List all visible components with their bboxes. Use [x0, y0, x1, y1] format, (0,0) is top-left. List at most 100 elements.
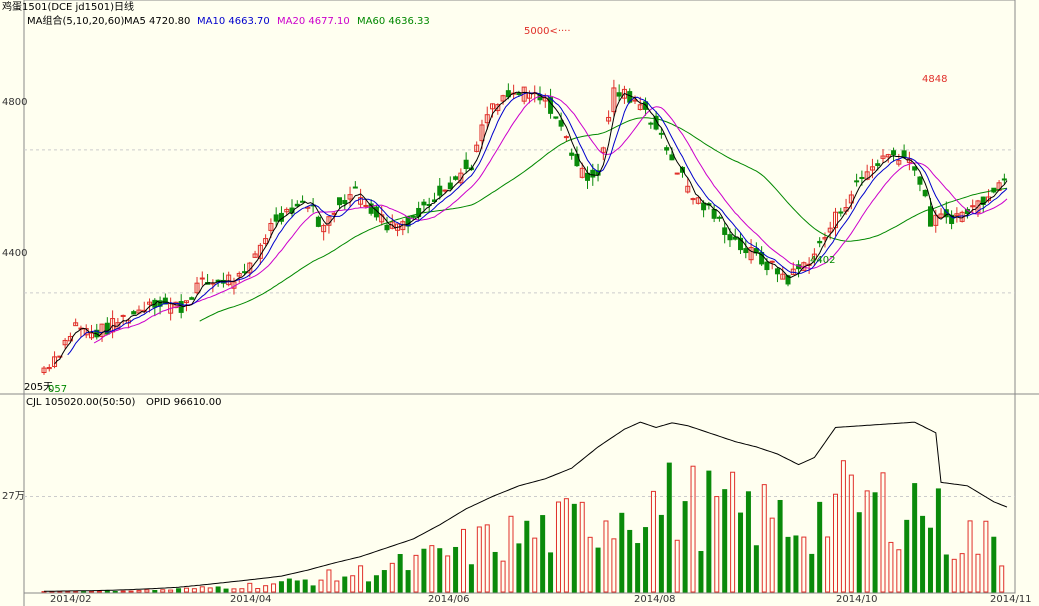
candle-body	[46, 367, 52, 370]
candle-body	[637, 104, 643, 110]
ma60-line	[199, 117, 1008, 322]
volume-bar	[191, 588, 197, 593]
volume-bar	[453, 546, 459, 593]
volume-bar	[223, 588, 229, 593]
candle-body	[189, 297, 195, 300]
ma10-legend: MA10 4663.70	[197, 16, 270, 27]
volume-bar	[508, 515, 514, 593]
candle-body	[838, 211, 844, 214]
candle-body	[727, 234, 733, 241]
candle-body	[73, 322, 79, 327]
volume-bar	[255, 588, 261, 593]
volume-bar	[769, 517, 775, 593]
candle-body	[859, 176, 865, 179]
volume-bar	[381, 570, 387, 593]
candle-body	[273, 214, 279, 222]
volume-bar	[112, 590, 118, 593]
volume-bar	[674, 539, 680, 593]
volume-bar	[429, 545, 435, 593]
volume-bar	[967, 520, 973, 593]
candle-body	[811, 253, 817, 260]
candle-body	[980, 196, 986, 205]
candle-body	[505, 90, 511, 98]
candle-body	[854, 180, 860, 183]
volume-bar	[334, 580, 340, 593]
candle-body	[199, 277, 205, 280]
grid-lines	[24, 149, 1015, 497]
volume-bar	[619, 512, 625, 593]
volume-bar	[999, 565, 1005, 593]
candle-body	[242, 271, 248, 274]
candle-body	[880, 155, 886, 159]
candle-body	[516, 92, 522, 95]
y-tick-4800: 4800	[2, 97, 28, 108]
volume-bar	[555, 501, 561, 593]
volume-bar	[690, 465, 696, 593]
volume-bar	[294, 580, 300, 593]
candle-body	[363, 204, 369, 207]
candle-body	[869, 166, 875, 171]
volume-bar	[247, 582, 253, 593]
volume-bar	[888, 541, 894, 593]
volume-bar	[215, 586, 221, 593]
volume-bar	[263, 585, 269, 593]
volume-bar	[880, 472, 886, 593]
candle-body	[294, 203, 300, 207]
volume-bar	[231, 588, 237, 593]
candle-body	[521, 86, 527, 102]
volume-bar	[975, 553, 981, 593]
volume-bar	[413, 554, 419, 593]
candle-body	[743, 248, 749, 254]
volume-bar	[627, 529, 633, 593]
volume-bar	[271, 583, 277, 593]
volume-bar	[460, 528, 466, 593]
candle-body	[368, 203, 374, 214]
volume-bar	[611, 538, 617, 593]
candle-body	[600, 147, 606, 153]
volume-bar	[753, 545, 759, 593]
candle-body	[400, 221, 406, 231]
volume-bar	[207, 587, 213, 593]
volume-bar	[730, 471, 736, 593]
candle-body	[722, 227, 728, 235]
local-high-label: 4848	[922, 74, 948, 85]
volume-bar	[405, 570, 411, 593]
instrument-title: 鸡蛋1501(DCE jd1501)日线	[2, 2, 135, 13]
candle-body	[226, 274, 232, 286]
x-tick-2014-08: 2014/08	[634, 594, 676, 605]
volume-bars	[41, 460, 1005, 593]
volume-bar	[738, 512, 744, 593]
volume-bar	[128, 590, 134, 593]
candle-body	[685, 185, 691, 193]
candle-body	[606, 116, 612, 122]
volume-bar	[833, 493, 839, 593]
volume-bar	[484, 524, 490, 593]
candle-body	[41, 367, 47, 374]
volume-bar	[793, 535, 799, 593]
x-tick-2014-04: 2014/04	[230, 594, 272, 605]
days-label: 205天	[24, 382, 54, 393]
volume-bar	[872, 492, 878, 593]
volume-bar	[785, 536, 791, 593]
candle-body	[437, 185, 443, 196]
candle-body	[748, 247, 754, 261]
ma5-line	[54, 91, 1008, 365]
candle-body	[701, 202, 707, 211]
volume-bar	[848, 474, 854, 593]
x-tick-2014-02: 2014/02	[50, 594, 92, 605]
volume-bar	[650, 490, 656, 593]
candle-body	[484, 114, 490, 124]
candle-body	[938, 213, 944, 219]
volume-bar	[476, 526, 482, 593]
candle-body	[875, 163, 881, 166]
candle-body	[690, 198, 696, 201]
candle-body	[421, 201, 427, 206]
volume-bar	[943, 554, 949, 593]
candle-body	[658, 132, 664, 135]
volume-bar	[318, 579, 324, 593]
volume-bar	[927, 527, 933, 593]
volume-bar	[421, 548, 427, 593]
volume-bar	[920, 515, 926, 593]
candle-body	[495, 104, 501, 112]
